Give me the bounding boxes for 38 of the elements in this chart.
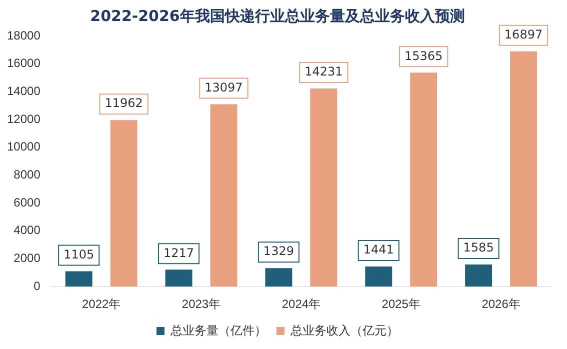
y-tick-label: 12000 — [6, 112, 41, 126]
x-tick-label: 2023年 — [182, 297, 221, 312]
x-tick-label: 2025年 — [382, 297, 420, 312]
legend-label: 总业务收入（亿元） — [290, 323, 398, 338]
legend-label: 总业务量（亿件） — [170, 323, 266, 338]
data-label: 1441 — [363, 242, 394, 257]
x-tick-label: 2026年 — [482, 297, 520, 312]
chart-title: 2022-2026年我国快递行业总业务量及总业务收入预测 — [90, 6, 465, 25]
bar — [410, 72, 438, 287]
y-tick-label: 4000 — [14, 223, 41, 238]
data-label: 16897 — [504, 27, 543, 42]
x-tick-label: 2024年 — [282, 297, 321, 312]
data-label: 13097 — [204, 80, 243, 94]
bar — [510, 51, 538, 287]
bar — [265, 268, 292, 287]
y-tick-label: 0 — [34, 278, 41, 293]
x-tick-label: 2022年 — [82, 297, 121, 312]
data-label: 15365 — [404, 48, 443, 63]
y-tick-label: 16000 — [6, 56, 41, 70]
data-label: 11962 — [104, 96, 143, 110]
bar — [365, 266, 392, 287]
y-tick-label: 8000 — [14, 168, 41, 182]
bar — [310, 88, 338, 287]
bar — [65, 271, 92, 287]
y-tick-label: 10000 — [6, 140, 41, 154]
data-label: 1585 — [463, 240, 494, 255]
y-tick-label: 2000 — [14, 251, 41, 266]
y-tick-label: 6000 — [14, 195, 41, 210]
data-label: 1217 — [164, 246, 194, 260]
data-label: 14231 — [304, 64, 343, 79]
y-tick-label: 18000 — [6, 28, 41, 42]
bar — [110, 120, 138, 287]
bar — [465, 264, 492, 287]
bar — [210, 104, 238, 287]
data-label: 1105 — [64, 247, 94, 262]
y-tick-label: 14000 — [6, 84, 41, 98]
data-label: 1329 — [263, 244, 294, 258]
bar — [165, 270, 192, 287]
